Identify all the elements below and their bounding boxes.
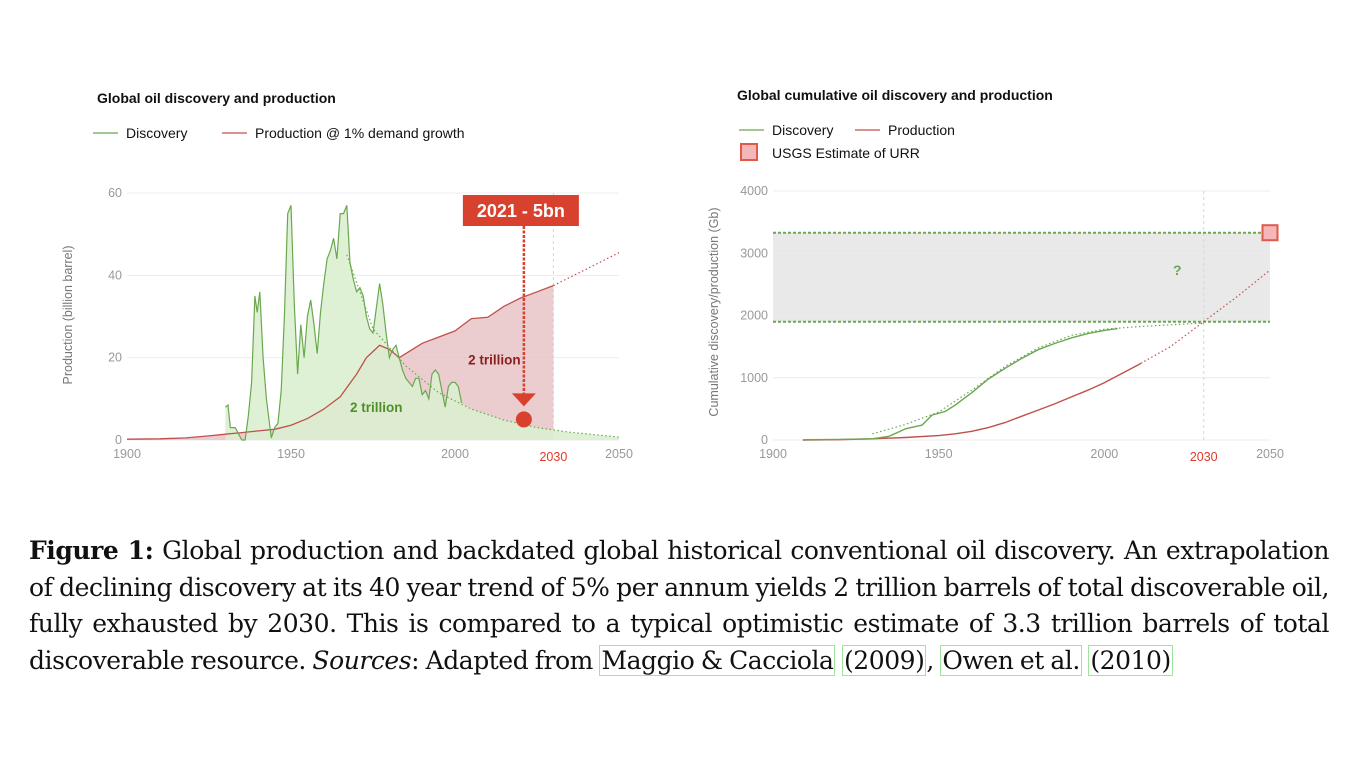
right-y-tick-4000: 4000 bbox=[740, 184, 768, 198]
figure-label: Figure 1: bbox=[29, 536, 154, 565]
right-x-tick-1900: 1900 bbox=[759, 447, 787, 461]
discovery-area bbox=[225, 205, 619, 440]
cum-discovery-fit bbox=[872, 322, 1204, 435]
legend-discovery-label: Discovery bbox=[126, 125, 187, 141]
right-chart-title: Global cumulative oil discovery and prod… bbox=[737, 87, 1053, 103]
urr-marker bbox=[1261, 224, 1279, 242]
callout-arrowhead bbox=[511, 393, 536, 407]
caption-text-2: : Adapted from bbox=[411, 645, 600, 675]
production-total-label: 2 trillion bbox=[468, 353, 521, 368]
right-x-tick-1950: 1950 bbox=[925, 447, 953, 461]
left-x-tick-1900: 1900 bbox=[113, 447, 141, 461]
discovery-decline-projection bbox=[346, 254, 620, 438]
figure-caption: Figure 1: Global production and backdate… bbox=[29, 533, 1329, 679]
urr-uncertainty-band bbox=[773, 232, 1270, 322]
ref-maggio-link[interactable]: Maggio & Cacciola bbox=[599, 644, 836, 676]
right-y-axis-label: Cumulative discovery/production (Gb) bbox=[707, 207, 721, 416]
caption-text: Global production and backdated global h… bbox=[29, 536, 1329, 675]
right-y-tick-3000: 3000 bbox=[740, 246, 768, 260]
left-y-tick-20: 20 bbox=[108, 351, 122, 365]
ref-owen-year-link[interactable]: (2010) bbox=[1088, 644, 1173, 676]
callout-text: 2021 - 5bn bbox=[477, 201, 565, 221]
left-y-tick-60: 60 bbox=[108, 186, 122, 200]
right-y-tick-0: 0 bbox=[761, 433, 768, 447]
left-x-tick-2050: 2050 bbox=[605, 447, 633, 461]
ref-owen-link[interactable]: Owen et al. bbox=[940, 644, 1082, 676]
charts-canvas: Global oil discovery and production Disc… bbox=[61, 87, 1284, 464]
right-x-tick-2050: 2050 bbox=[1256, 447, 1284, 461]
right-x-ticks: 1900 1950 2000 2050 2030 bbox=[759, 447, 1284, 464]
left-y-tick-40: 40 bbox=[108, 268, 122, 282]
callout-2021: 2021 - 5bn bbox=[462, 195, 579, 428]
legend-urr-label: USGS Estimate of URR bbox=[772, 145, 920, 161]
discovery-total-label: 2 trillion bbox=[350, 400, 403, 415]
caption-separator: , bbox=[926, 645, 941, 675]
cum-discovery-line bbox=[806, 327, 1118, 441]
cum-production-line bbox=[802, 362, 1142, 441]
legend-cum-production-label: Production bbox=[888, 122, 955, 138]
left-y-tick-0: 0 bbox=[115, 433, 122, 447]
legend-cum-discovery-label: Discovery bbox=[772, 122, 833, 138]
right-x-tick-2000: 2000 bbox=[1090, 447, 1118, 461]
band-question-label: ? bbox=[1173, 262, 1182, 278]
sources-label: Sources bbox=[312, 645, 412, 675]
callout-box bbox=[462, 195, 579, 226]
left-x-tick-1950: 1950 bbox=[277, 447, 305, 461]
left-x-ticks: 1900 1950 2000 2050 2030 bbox=[113, 447, 633, 464]
right-y-ticks: 0 1000 2000 3000 4000 bbox=[740, 184, 768, 447]
right-x-tick-2030: 2030 bbox=[1190, 450, 1218, 464]
production-line bbox=[126, 284, 554, 440]
legend-production-label: Production @ 1% demand growth bbox=[255, 125, 465, 141]
left-y-ticks: 0 20 40 60 bbox=[108, 186, 122, 447]
ref-maggio-year-link[interactable]: (2009) bbox=[841, 644, 927, 676]
callout-point bbox=[515, 411, 532, 428]
right-chart: Global cumulative oil discovery and prod… bbox=[707, 87, 1284, 464]
left-y-axis-label: Production (billion barrel) bbox=[61, 246, 75, 385]
left-x-tick-2030: 2030 bbox=[539, 450, 567, 464]
left-chart-title: Global oil discovery and production bbox=[97, 90, 336, 106]
legend-urr-swatch bbox=[740, 143, 758, 161]
left-chart: Global oil discovery and production Disc… bbox=[61, 90, 633, 464]
right-grid bbox=[773, 190, 1270, 441]
left-x-tick-2000: 2000 bbox=[441, 447, 469, 461]
right-y-tick-1000: 1000 bbox=[740, 371, 768, 385]
right-y-tick-2000: 2000 bbox=[740, 309, 768, 323]
production-projection bbox=[553, 252, 620, 287]
discovery-line bbox=[225, 205, 463, 441]
